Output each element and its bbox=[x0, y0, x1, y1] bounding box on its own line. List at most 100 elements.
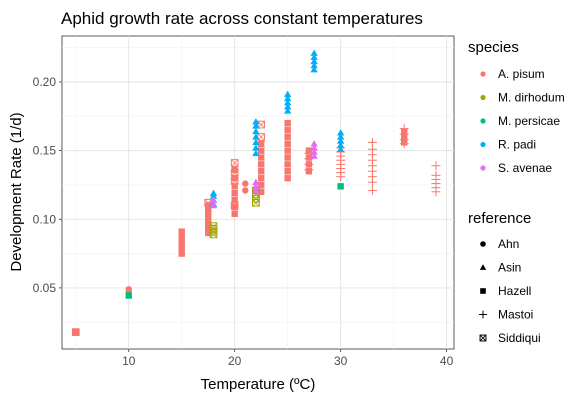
data-point bbox=[209, 196, 218, 203]
data-point bbox=[431, 170, 441, 180]
data-point bbox=[209, 201, 218, 209]
data-point bbox=[283, 103, 292, 110]
data-point bbox=[252, 122, 260, 129]
legend-reference-label: Ahn bbox=[498, 237, 519, 251]
x-tick-label: 30 bbox=[334, 354, 348, 368]
data-point bbox=[431, 161, 441, 171]
x-axis-label: Temperature (ºC) bbox=[201, 376, 316, 393]
data-point bbox=[252, 133, 260, 140]
data-point bbox=[209, 222, 218, 230]
x-tick-label: 10 bbox=[122, 354, 136, 368]
data-point bbox=[310, 148, 318, 155]
y-tick-label: 0.10 bbox=[33, 212, 57, 226]
data-point bbox=[178, 233, 185, 241]
data-point bbox=[205, 207, 212, 215]
legend-reference-key bbox=[480, 288, 486, 294]
data-point bbox=[399, 124, 409, 134]
data-point bbox=[310, 61, 318, 69]
data-point bbox=[178, 250, 185, 257]
legend-species: species A. pisum M. dirhodum M. persicae R.… bbox=[468, 39, 565, 175]
data-point bbox=[178, 244, 185, 252]
data-point bbox=[252, 178, 260, 185]
data-point bbox=[310, 57, 318, 65]
data-point bbox=[231, 189, 238, 197]
data-point bbox=[284, 168, 291, 175]
chart-title: Aphid growth rate across constant temper… bbox=[61, 9, 423, 28]
data-point bbox=[367, 185, 377, 195]
data-point bbox=[310, 53, 318, 61]
axes: 10 20 30 40 0.05 0.10 0.15 0.20 bbox=[33, 75, 454, 368]
data-point bbox=[252, 186, 260, 194]
legend-species-key bbox=[480, 71, 486, 77]
data-point bbox=[231, 210, 238, 217]
legend-reference-label: Siddiqui bbox=[498, 331, 541, 345]
data-point bbox=[284, 126, 291, 134]
data-point bbox=[257, 188, 265, 196]
data-point bbox=[284, 140, 291, 147]
data-point bbox=[284, 133, 291, 141]
legend-species-label: S. avenae bbox=[498, 161, 552, 175]
data-point bbox=[205, 213, 212, 220]
data-point bbox=[231, 196, 238, 204]
data-point bbox=[283, 107, 292, 114]
data-point bbox=[310, 144, 318, 151]
data-point bbox=[257, 181, 265, 189]
data-point bbox=[337, 183, 344, 190]
data-point bbox=[230, 201, 239, 210]
legend-species-label: A. pisum bbox=[498, 67, 545, 81]
data-point bbox=[178, 228, 185, 235]
data-point bbox=[230, 168, 239, 177]
data-point bbox=[71, 328, 80, 336]
legend-species-label: R. padi bbox=[498, 138, 536, 152]
legend-species-label: M. dirhodum bbox=[498, 91, 565, 105]
data-point bbox=[284, 119, 291, 127]
data-point bbox=[310, 65, 318, 73]
data-point bbox=[252, 118, 260, 125]
data-point bbox=[336, 141, 345, 148]
y-axis-label: Development Rate (1/d) bbox=[8, 112, 25, 271]
legend-reference-key bbox=[480, 241, 486, 247]
legend-species-key bbox=[480, 94, 486, 101]
data-point bbox=[257, 168, 265, 175]
data-point bbox=[125, 286, 132, 293]
y-tick-label: 0.05 bbox=[33, 281, 57, 295]
legend-reference-key bbox=[479, 264, 487, 270]
data-point bbox=[231, 166, 238, 174]
legend-reference: reference Ahn Asin Hazell Mastoi Siddiqui bbox=[468, 210, 541, 345]
data-point bbox=[252, 182, 260, 190]
data-point bbox=[310, 152, 318, 159]
y-tick-label: 0.20 bbox=[33, 75, 57, 89]
data-point bbox=[284, 147, 291, 154]
data-points bbox=[71, 49, 441, 336]
data-point bbox=[125, 292, 132, 299]
data-point bbox=[283, 98, 292, 106]
data-point bbox=[231, 174, 238, 182]
data-point bbox=[252, 138, 260, 146]
data-point bbox=[284, 161, 291, 168]
data-point bbox=[252, 149, 260, 157]
data-point bbox=[231, 203, 238, 211]
data-point bbox=[336, 137, 345, 144]
legend-reference-key bbox=[479, 334, 487, 342]
data-point bbox=[336, 133, 345, 140]
data-point bbox=[178, 239, 185, 246]
legend-reference-key bbox=[479, 310, 487, 319]
data-point bbox=[257, 154, 265, 161]
legend-reference-label: Mastoi bbox=[498, 308, 533, 322]
y-tick-label: 0.15 bbox=[33, 144, 57, 158]
data-point bbox=[205, 202, 212, 209]
legend-reference-title: reference bbox=[468, 210, 531, 227]
data-point bbox=[257, 161, 265, 168]
data-point bbox=[367, 137, 377, 147]
data-point bbox=[310, 140, 318, 147]
data-point bbox=[336, 129, 345, 136]
legend-species-key bbox=[480, 165, 486, 171]
data-point bbox=[252, 144, 260, 151]
x-tick-label: 40 bbox=[440, 354, 454, 368]
data-point bbox=[257, 174, 265, 182]
data-point bbox=[230, 159, 239, 167]
legend-species-key bbox=[480, 118, 486, 124]
data-point bbox=[310, 49, 318, 56]
legend-species-title: species bbox=[468, 39, 519, 56]
